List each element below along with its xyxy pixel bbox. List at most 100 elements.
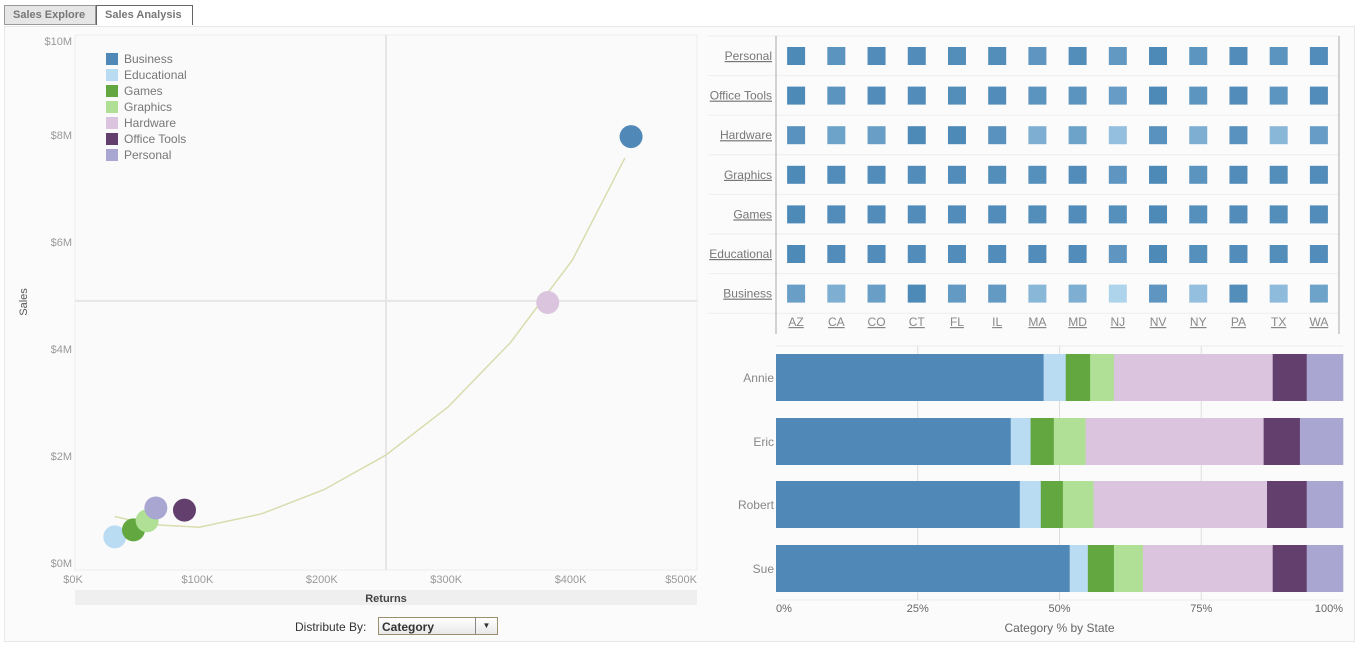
heatmap-cell[interactable] bbox=[787, 86, 806, 105]
row-label-games[interactable]: Games bbox=[733, 207, 772, 221]
bar-segment-games[interactable] bbox=[1030, 418, 1055, 465]
heatmap-cell[interactable] bbox=[1028, 284, 1047, 303]
heatmap-cell[interactable] bbox=[1068, 284, 1087, 303]
heatmap-cell[interactable] bbox=[867, 165, 886, 184]
bar-segment-business[interactable] bbox=[776, 354, 1044, 401]
bar-segment-graphics[interactable] bbox=[1053, 418, 1086, 465]
heatmap-cell[interactable] bbox=[1028, 245, 1047, 263]
heatmap-cell[interactable] bbox=[827, 165, 846, 184]
distribute-by-select[interactable]: Category ▼ bbox=[378, 617, 498, 635]
heatmap-cell[interactable] bbox=[1189, 126, 1208, 145]
data-point-hardware[interactable] bbox=[536, 291, 560, 314]
heatmap-cell[interactable] bbox=[1309, 165, 1328, 184]
column-label-il[interactable]: IL bbox=[992, 315, 1002, 329]
heatmap-cell[interactable] bbox=[1229, 126, 1248, 145]
heatmap-cell[interactable] bbox=[1229, 245, 1248, 263]
heatmap-cell[interactable] bbox=[1269, 284, 1288, 303]
heatmap-cell[interactable] bbox=[1189, 245, 1208, 263]
bar-segment-office-tools[interactable] bbox=[1272, 354, 1308, 401]
heatmap-cell[interactable] bbox=[1269, 86, 1288, 105]
row-label-office-tools[interactable]: Office Tools bbox=[710, 89, 772, 103]
data-point-office-tools[interactable] bbox=[172, 498, 196, 522]
heatmap-cell[interactable] bbox=[1028, 205, 1047, 224]
tab-sales-explore[interactable]: Sales Explore bbox=[4, 5, 96, 25]
column-label-nv[interactable]: NV bbox=[1150, 315, 1167, 329]
row-label-educational[interactable]: Educational bbox=[709, 247, 772, 261]
bar-segment-business[interactable] bbox=[776, 418, 1012, 465]
column-label-ca[interactable]: CA bbox=[828, 315, 845, 329]
heatmap-cell[interactable] bbox=[907, 205, 926, 224]
heatmap-cell[interactable] bbox=[1269, 205, 1288, 224]
heatmap-cell[interactable] bbox=[867, 245, 886, 263]
heatmap-cell[interactable] bbox=[1229, 86, 1248, 105]
bar-segment-hardware[interactable] bbox=[1142, 545, 1273, 592]
bar-segment-hardware[interactable] bbox=[1113, 354, 1273, 401]
heatmap-cell[interactable] bbox=[988, 205, 1007, 224]
heatmap-cell[interactable] bbox=[867, 47, 886, 65]
column-label-ct[interactable]: CT bbox=[909, 315, 926, 329]
heatmap-cell[interactable] bbox=[1068, 47, 1087, 65]
heatmap-cell[interactable] bbox=[1108, 47, 1127, 65]
heatmap-cell[interactable] bbox=[1108, 126, 1127, 145]
heatmap-cell[interactable] bbox=[1149, 165, 1168, 184]
heatmap-cell[interactable] bbox=[787, 245, 806, 263]
heatmap-cell[interactable] bbox=[827, 205, 846, 224]
bar-segment-educational[interactable] bbox=[1010, 418, 1031, 465]
heatmap-cell[interactable] bbox=[1229, 47, 1248, 65]
bar-segment-office-tools[interactable] bbox=[1272, 545, 1308, 592]
column-label-ny[interactable]: NY bbox=[1190, 315, 1207, 329]
tab-sales-analysis[interactable]: Sales Analysis bbox=[96, 5, 193, 25]
heatmap-cell[interactable] bbox=[1068, 86, 1087, 105]
bar-segment-graphics[interactable] bbox=[1062, 481, 1094, 528]
heatmap-cell[interactable] bbox=[1229, 284, 1248, 303]
heatmap-cell[interactable] bbox=[1189, 86, 1208, 105]
heatmap-cell[interactable] bbox=[827, 245, 846, 263]
bar-segment-games[interactable] bbox=[1087, 545, 1115, 592]
heatmap-cell[interactable] bbox=[1269, 126, 1288, 145]
column-label-nj[interactable]: NJ bbox=[1110, 315, 1125, 329]
heatmap-cell[interactable] bbox=[1189, 284, 1208, 303]
heatmap-cell[interactable] bbox=[1149, 86, 1168, 105]
bar-segment-hardware[interactable] bbox=[1093, 481, 1268, 528]
heatmap-cell[interactable] bbox=[1309, 245, 1328, 263]
heatmap-cell[interactable] bbox=[1108, 205, 1127, 224]
bar-segment-educational[interactable] bbox=[1019, 481, 1042, 528]
heatmap-cell[interactable] bbox=[787, 284, 806, 303]
heatmap-cell[interactable] bbox=[787, 165, 806, 184]
heatmap-cell[interactable] bbox=[787, 47, 806, 65]
heatmap-cell[interactable] bbox=[1269, 165, 1288, 184]
heatmap-cell[interactable] bbox=[1309, 126, 1328, 145]
column-label-pa[interactable]: PA bbox=[1231, 315, 1246, 329]
heatmap-cell[interactable] bbox=[988, 245, 1007, 263]
heatmap-cell[interactable] bbox=[988, 126, 1007, 145]
heatmap-cell[interactable] bbox=[827, 284, 846, 303]
heatmap-cell[interactable] bbox=[907, 165, 926, 184]
heatmap-cell[interactable] bbox=[1149, 205, 1168, 224]
bar-segment-personal[interactable] bbox=[1299, 418, 1344, 465]
bar-segment-educational[interactable] bbox=[1043, 354, 1067, 401]
heatmap-cell[interactable] bbox=[1068, 165, 1087, 184]
heatmap-cell[interactable] bbox=[988, 86, 1007, 105]
heatmap-cell[interactable] bbox=[1028, 47, 1047, 65]
bar-segment-office-tools[interactable] bbox=[1263, 418, 1301, 465]
bar-segment-personal[interactable] bbox=[1306, 545, 1344, 592]
heatmap-cell[interactable] bbox=[1108, 165, 1127, 184]
heatmap-cell[interactable] bbox=[1189, 47, 1208, 65]
heatmap-cell[interactable] bbox=[867, 86, 886, 105]
bar-segment-business[interactable] bbox=[776, 545, 1071, 592]
column-label-ma[interactable]: MA bbox=[1028, 315, 1046, 329]
row-label-graphics[interactable]: Graphics bbox=[724, 168, 772, 182]
data-point-educational[interactable] bbox=[103, 525, 127, 549]
row-label-personal[interactable]: Personal bbox=[725, 49, 772, 63]
bar-segment-personal[interactable] bbox=[1306, 354, 1344, 401]
heatmap-cell[interactable] bbox=[1068, 205, 1087, 224]
row-label-hardware[interactable]: Hardware bbox=[720, 128, 772, 142]
heatmap-cell[interactable] bbox=[1108, 284, 1127, 303]
column-label-md[interactable]: MD bbox=[1068, 315, 1087, 329]
heatmap-cell[interactable] bbox=[867, 284, 886, 303]
heatmap-cell[interactable] bbox=[907, 86, 926, 105]
heatmap-cell[interactable] bbox=[1189, 205, 1208, 224]
heatmap-cell[interactable] bbox=[947, 284, 966, 303]
heatmap-cell[interactable] bbox=[988, 284, 1007, 303]
heatmap-cell[interactable] bbox=[1309, 284, 1328, 303]
